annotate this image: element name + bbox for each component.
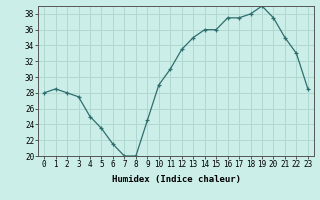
X-axis label: Humidex (Indice chaleur): Humidex (Indice chaleur) — [111, 175, 241, 184]
